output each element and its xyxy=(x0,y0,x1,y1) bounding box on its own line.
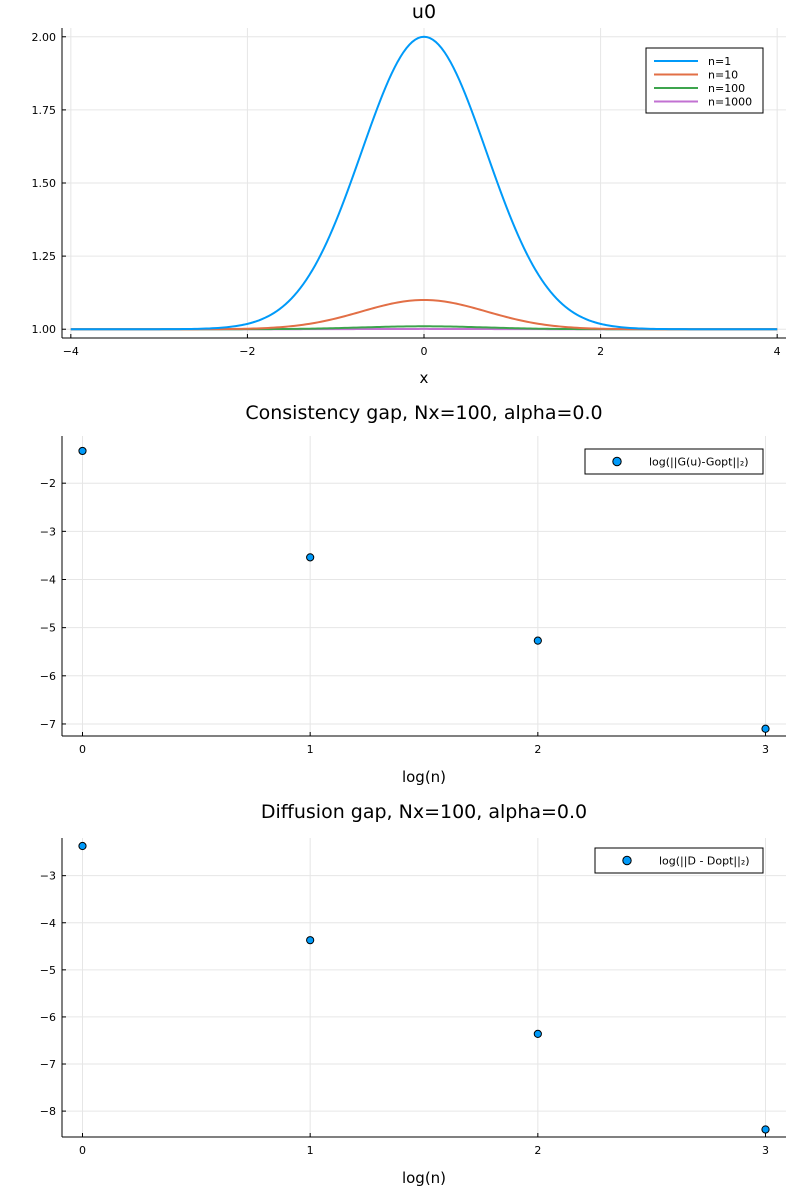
y-tick-label: 1.75 xyxy=(32,104,57,117)
x-tick-label: 3 xyxy=(762,1144,769,1157)
x-tick-label: 3 xyxy=(762,743,769,756)
x-tick-label: 1 xyxy=(307,1144,314,1157)
x-tick-label: 2 xyxy=(534,1144,541,1157)
x-tick-label: 4 xyxy=(774,345,781,358)
legend-label: log(||G(u)-Gopt||₂) xyxy=(649,456,749,469)
x-tick-label: 1 xyxy=(307,743,314,756)
y-tick-label: −7 xyxy=(40,718,56,731)
legend: log(||D - Dopt||₂) xyxy=(594,847,764,874)
chart-3: 0 1 2 3 −8 −7 −6 −5 −4 −3 Diffusion gap, Nx=100, a… xyxy=(40,801,786,1187)
x-axis-label: log(n) xyxy=(402,768,446,786)
chart-title: Diffusion gap, Nx=100, alpha=0.0 xyxy=(261,801,587,823)
legend-label: n=1000 xyxy=(708,96,752,109)
chart-title: u0 xyxy=(412,1,436,23)
data-point xyxy=(306,553,315,562)
x-tick-label: 0 xyxy=(79,1144,86,1157)
x-tick-label: 2 xyxy=(597,345,604,358)
y-tick-label: −4 xyxy=(40,573,56,586)
y-tick-label: −5 xyxy=(40,622,56,635)
x-tick-label: 2 xyxy=(534,743,541,756)
x-axis-label: log(n) xyxy=(402,1169,446,1187)
legend: log(||G(u)-Gopt||₂) xyxy=(584,448,764,475)
chart-2: 0 1 2 3 −7 −6 −5 −4 −3 −2 Consistency gap, Nx=100,… xyxy=(40,402,786,786)
legend-label: n=100 xyxy=(708,82,745,95)
chart-1: −4 −2 0 2 41.001.251.501.752.00u0xn=1n=10n=1… xyxy=(32,1,786,387)
legend-swatch xyxy=(612,456,622,467)
x-tick-label: −2 xyxy=(239,345,255,358)
data-point xyxy=(761,1125,770,1134)
y-tick-label: −3 xyxy=(40,870,56,883)
legend-swatch xyxy=(622,855,632,866)
y-tick-label: −3 xyxy=(40,525,56,538)
series-line xyxy=(70,35,778,331)
y-tick-label: 1.50 xyxy=(32,177,57,190)
x-tick-label: −4 xyxy=(63,345,79,358)
legend-label: n=1 xyxy=(708,55,731,68)
y-tick-label: 2.00 xyxy=(32,31,57,44)
y-tick-label: −6 xyxy=(40,1011,56,1024)
legend-label: n=10 xyxy=(708,69,738,82)
data-point xyxy=(533,1029,542,1038)
data-point xyxy=(533,636,542,645)
legend-label: log(||D - Dopt||₂) xyxy=(659,855,750,868)
x-axis-label: x xyxy=(420,369,429,387)
data-point xyxy=(761,724,770,733)
x-tick-label: 0 xyxy=(421,345,428,358)
y-tick-label: −2 xyxy=(40,477,56,490)
y-tick-label: −4 xyxy=(40,917,56,930)
y-tick-label: 1.00 xyxy=(32,323,57,336)
data-point xyxy=(306,936,315,945)
y-tick-label: −7 xyxy=(40,1058,56,1071)
y-tick-label: 1.25 xyxy=(32,250,57,263)
y-tick-label: −6 xyxy=(40,670,56,683)
data-point xyxy=(78,446,87,456)
x-tick-label: 0 xyxy=(79,743,86,756)
chart-title: Consistency gap, Nx=100, alpha=0.0 xyxy=(245,402,602,424)
data-point xyxy=(78,841,87,851)
y-tick-label: −5 xyxy=(40,964,56,977)
y-tick-label: −8 xyxy=(40,1105,56,1118)
